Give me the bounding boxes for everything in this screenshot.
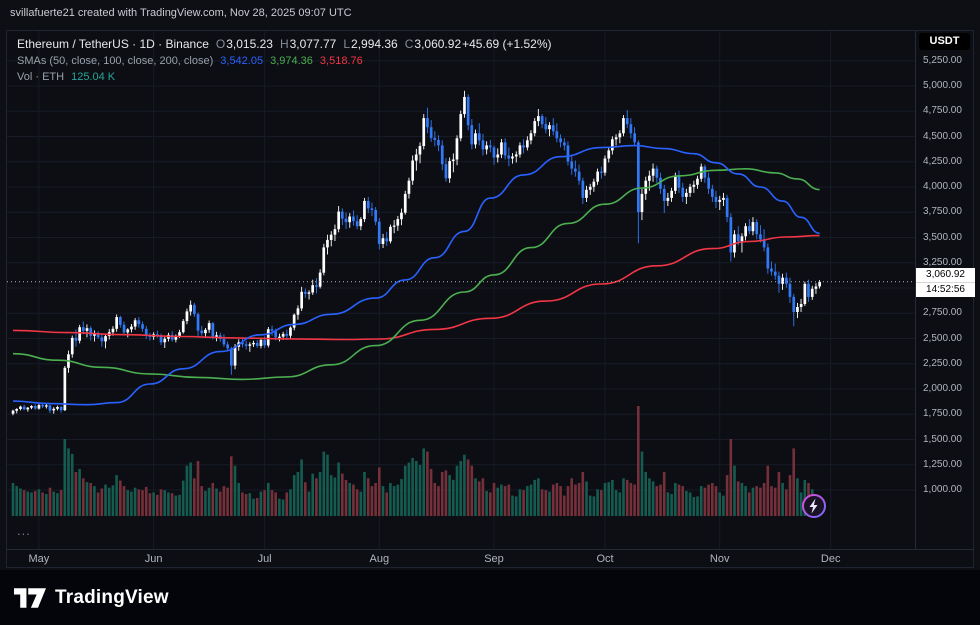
- price-axis-label: 3,250.00: [923, 256, 962, 268]
- close-label: C: [404, 37, 414, 51]
- sma-values: 3,542.05 3,974.36 3,518.76: [213, 51, 362, 68]
- sma-value: 3,518.76: [319, 55, 363, 67]
- open-label: O: [215, 37, 226, 51]
- legend-more-button[interactable]: ...: [17, 523, 31, 538]
- attribution-text: svillafuerte21 created with TradingView.…: [10, 7, 352, 19]
- price-axis-label: 4,250.00: [923, 155, 962, 167]
- price-axis-label: 2,000.00: [923, 383, 962, 394]
- chart-panel: Ethereum / TetherUS · 1D · Binance O3,015…: [6, 30, 975, 569]
- price-axis-label: 1,000.00: [923, 484, 962, 495]
- month-label: Jun: [144, 553, 163, 565]
- footer: TradingView: [0, 570, 980, 625]
- last-price-badge[interactable]: 3,060.92 14:52:56: [916, 267, 975, 297]
- month-label: Jul: [257, 553, 272, 565]
- price-axis-label: 5,000.00: [923, 80, 962, 91]
- sma-row: SMAs (50, close, 100, close, 200, close)…: [17, 52, 552, 68]
- month-label: Sep: [484, 553, 504, 565]
- attribution-bar: svillafuerte21 created with TradingView.…: [0, 0, 980, 30]
- price-axis-label: 2,750.00: [923, 307, 962, 319]
- price-axis-label: 2,500.00: [923, 332, 962, 344]
- price-axis-label: 4,500.00: [923, 130, 962, 142]
- price-axis-label: 5,250.00: [923, 54, 962, 66]
- countdown-timer: 14:52:56: [916, 281, 975, 297]
- low-label: L: [343, 37, 351, 51]
- sma-value: 3,974.36: [270, 55, 313, 67]
- price-axis-label: 4,000.00: [923, 181, 962, 192]
- lightning-badge: [801, 493, 827, 524]
- price-chart[interactable]: [7, 31, 915, 549]
- price-axis-label: 3,500.00: [923, 231, 962, 243]
- open-value: 3,015.23: [226, 37, 273, 51]
- volume-value: 125.04 K: [71, 71, 116, 83]
- last-price-value: 3,060.92: [926, 268, 965, 280]
- price-axis-label: 2,250.00: [923, 357, 962, 369]
- lightning-icon: [802, 494, 826, 518]
- volume-row: Vol · ETH 125.04 K: [17, 68, 552, 84]
- month-label: Dec: [820, 553, 841, 565]
- month-label: May: [28, 553, 50, 565]
- price-axis-label: 4,750.00: [923, 105, 962, 117]
- tradingview-brand-text[interactable]: TradingView: [55, 586, 169, 608]
- price-axis-label: 1,750.00: [923, 408, 962, 420]
- symbol-title[interactable]: Ethereum / TetherUS · 1D · Binance: [17, 37, 209, 51]
- price-axis-label: 1,250.00: [923, 458, 962, 470]
- chart-legend: Ethereum / TetherUS · 1D · Binance O3,015…: [17, 36, 552, 84]
- sma-legend-label[interactable]: SMAs (50, close, 100, close, 200, close): [17, 55, 214, 67]
- high-value: 3,077.77: [289, 37, 337, 51]
- change-value: +45.69 (+1.52%): [462, 37, 552, 51]
- price-axis[interactable]: USDT 5,250.00 5,000.00 4,750.00 4,500.00 4,2…: [915, 31, 975, 549]
- tradingview-logo-icon[interactable]: [14, 587, 46, 608]
- sma-value: 3,542.05: [220, 55, 264, 67]
- close-value: 3,060.92: [414, 37, 462, 51]
- price-axis-label: 1,500.00: [923, 433, 962, 445]
- time-axis[interactable]: May Jun Jul Aug Sep Oct Nov Dec: [7, 549, 973, 569]
- month-label: Oct: [596, 553, 614, 565]
- low-value: 2,994.36: [351, 37, 398, 51]
- symbol-row: Ethereum / TetherUS · 1D · Binance O3,015…: [17, 36, 552, 52]
- currency-badge[interactable]: USDT: [919, 33, 970, 50]
- volume-legend-label[interactable]: Vol · ETH: [17, 71, 65, 83]
- month-label: Aug: [369, 553, 390, 565]
- price-axis-label: 3,750.00: [923, 206, 962, 218]
- high-label: H: [279, 37, 289, 51]
- month-label: Nov: [709, 553, 730, 565]
